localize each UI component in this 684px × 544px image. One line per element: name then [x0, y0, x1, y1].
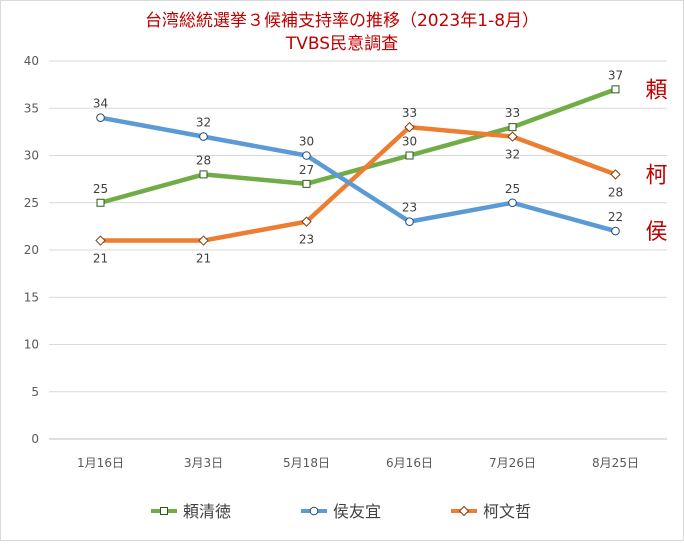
data-point	[610, 169, 621, 180]
data-point	[198, 235, 209, 246]
data-label: 23	[402, 201, 417, 215]
data-point	[611, 226, 620, 236]
data-point	[95, 235, 106, 246]
series-line	[98, 124, 618, 243]
y-tick-label: 20	[24, 243, 39, 257]
data-point	[508, 198, 517, 208]
x-axis-ticks: 1月16日 3月3日 5月18日 6月16日 7月26日 8月25日	[49, 438, 667, 470]
y-tick-label: 5	[31, 385, 39, 399]
data-label: 27	[299, 163, 314, 177]
data-label: 32	[196, 116, 211, 130]
data-point	[96, 113, 105, 122]
data-point	[507, 131, 518, 142]
legend-marker	[458, 505, 470, 517]
data-label: 21	[93, 252, 108, 266]
data-point	[199, 170, 208, 179]
data-label: 33	[505, 106, 520, 120]
data-labels: 25 28 27 30 33 37 34 32 30 23 25 22 21 21 23 33 32 28	[93, 68, 623, 265]
legend-marker	[309, 506, 319, 516]
x-tick-label: 8月25日	[592, 456, 639, 470]
y-tick-label: 40	[24, 54, 39, 68]
data-label: 28	[196, 153, 211, 167]
data-point	[199, 132, 208, 141]
data-label: 33	[402, 106, 417, 120]
data-point	[302, 179, 311, 188]
data-label: 25	[505, 182, 520, 196]
y-axis-ticks: 0 5 10 15 20 25 30 35 40	[24, 54, 39, 446]
y-tick-label: 0	[31, 432, 39, 446]
x-tick-label: 1月16日	[77, 456, 124, 470]
data-label: 21	[196, 252, 211, 266]
data-label: 34	[93, 97, 108, 111]
y-tick-label: 35	[24, 101, 39, 115]
series-end-label: 頼	[646, 78, 668, 103]
data-point	[405, 151, 414, 160]
x-tick-label: 5月18日	[283, 456, 330, 470]
series-lines	[95, 85, 621, 246]
data-point	[96, 198, 105, 207]
y-tick-label: 25	[24, 196, 39, 210]
data-point	[405, 217, 414, 226]
data-label: 28	[608, 185, 623, 199]
series-end-label: 侯	[646, 220, 668, 245]
data-label: 37	[608, 68, 623, 82]
legend: 頼清徳 侯友宜 柯文哲	[151, 502, 531, 521]
series-end-label: 柯	[646, 163, 668, 188]
data-label: 30	[402, 135, 417, 149]
data-label: 32	[505, 148, 520, 162]
chart-subtitle: TVBS民意調査	[285, 34, 398, 54]
y-tick-label: 15	[24, 290, 39, 304]
data-point	[611, 85, 620, 94]
data-label: 30	[299, 135, 314, 149]
legend-marker	[160, 507, 168, 515]
legend-label: 侯友宜	[333, 502, 381, 521]
chart-title: 台湾総統選挙３候補支持率の推移（2023年1-8月）	[145, 11, 539, 31]
y-tick-label: 30	[24, 149, 39, 163]
series-line	[98, 87, 618, 205]
series-line	[98, 115, 618, 234]
data-label: 25	[93, 182, 108, 196]
data-point	[302, 151, 311, 160]
gridlines	[49, 60, 667, 440]
data-label: 22	[608, 210, 623, 224]
legend-label: 頼清徳	[183, 502, 231, 521]
x-tick-label: 6月16日	[386, 456, 433, 470]
side-labels: 頼侯柯	[646, 78, 668, 245]
x-tick-label: 7月26日	[489, 456, 536, 470]
data-point	[404, 121, 415, 133]
data-point	[508, 123, 517, 132]
legend-label: 柯文哲	[483, 502, 531, 521]
x-tick-label: 3月3日	[184, 456, 223, 470]
data-point	[301, 216, 312, 227]
data-label: 23	[299, 233, 314, 247]
y-tick-label: 10	[24, 338, 39, 352]
